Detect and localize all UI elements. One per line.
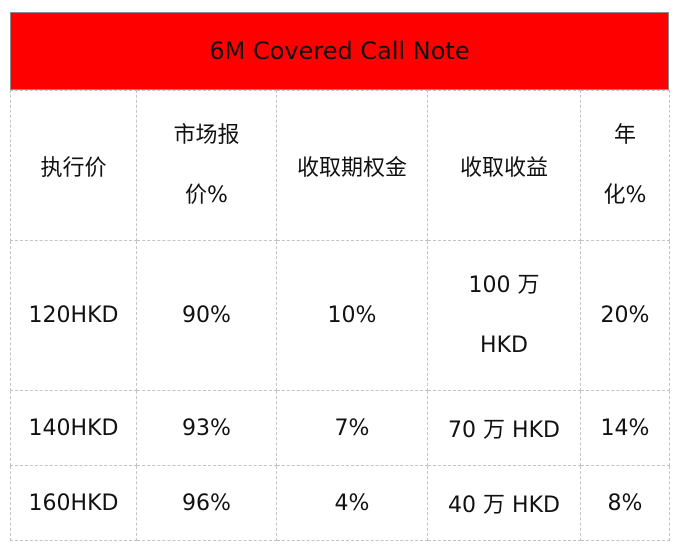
- covered-call-note-table-frame: 6M Covered Call Note 执行价 市场报 价% 收取期权金: [10, 12, 670, 541]
- cell-market-price-pct: 96%: [136, 465, 277, 541]
- cell-annualized: 20%: [580, 240, 670, 391]
- header-premium: 收取期权金: [276, 90, 428, 241]
- cell-income: 40 万 HKD: [427, 465, 581, 541]
- header-row: 执行价 市场报 价% 收取期权金 收取收益 年 化%: [10, 90, 670, 241]
- cell-strike: 160HKD: [10, 465, 137, 541]
- header-annualized: 年 化%: [580, 90, 670, 241]
- header-income: 收取收益: [427, 90, 581, 241]
- table-row: 140HKD 93% 7% 70 万 HKD 14%: [10, 390, 670, 466]
- cell-premium: 4%: [276, 465, 428, 541]
- cell-premium: 7%: [276, 390, 428, 466]
- cell-income: 70 万 HKD: [427, 390, 581, 466]
- cell-strike: 140HKD: [10, 390, 137, 466]
- cell-premium: 10%: [276, 240, 428, 391]
- cell-market-price-pct: 93%: [136, 390, 277, 466]
- table-row: 160HKD 96% 4% 40 万 HKD 8%: [10, 465, 670, 541]
- table-title: 6M Covered Call Note: [10, 12, 669, 90]
- cell-annualized: 14%: [580, 390, 670, 466]
- header-strike-price: 执行价: [10, 90, 137, 241]
- cell-market-price-pct: 90%: [136, 240, 277, 391]
- cell-income: 100 万 HKD: [427, 240, 581, 391]
- cell-strike: 120HKD: [10, 240, 137, 391]
- header-market-price-pct: 市场报 价%: [136, 90, 277, 241]
- table-row: 120HKD 90% 10% 100 万 HKD 20%: [10, 240, 670, 391]
- cell-annualized: 8%: [580, 465, 670, 541]
- covered-call-table: 执行价 市场报 价% 收取期权金 收取收益 年 化% 1: [10, 90, 670, 541]
